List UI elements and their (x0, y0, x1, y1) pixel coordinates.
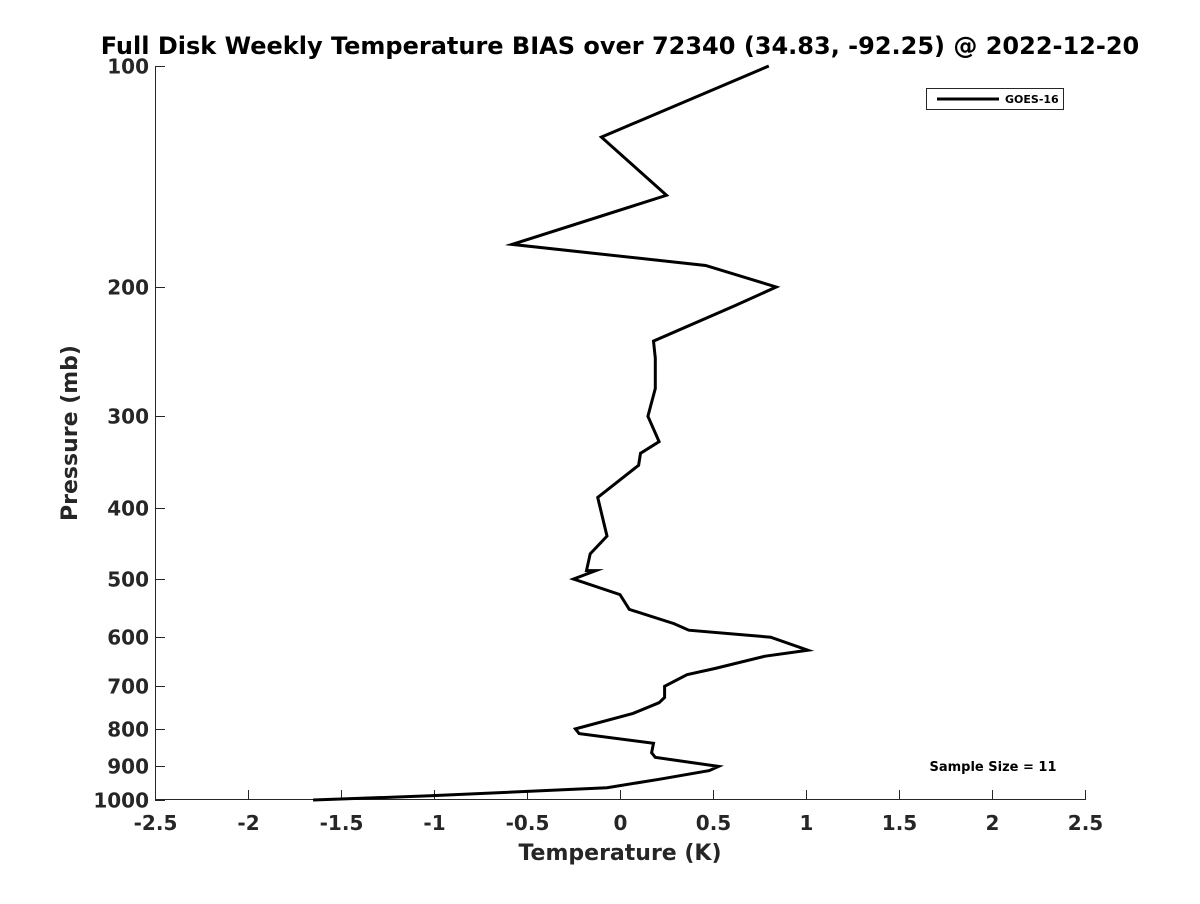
sample-size-annotation: Sample Size = 11 (929, 760, 1056, 775)
series-group (313, 64, 815, 802)
y-axis-label: Pressure (mb) (58, 345, 83, 521)
y-tick-label: 1000 (93, 789, 149, 813)
y-tick-label: 700 (107, 675, 149, 699)
y-tick-label: 100 (107, 55, 149, 79)
y-tick-label: 900 (107, 755, 149, 779)
legend-label-goes-16: GOES-16 (1005, 93, 1059, 106)
x-tick-label: 2 (986, 811, 1000, 835)
x-axis-label: Temperature (K) (518, 841, 721, 866)
y-ticks-group: 100 200 300 400 500 600 700 800 900 1000 (93, 55, 165, 813)
x-tick-label: -2.5 (134, 811, 178, 835)
x-ticks-group: -2.5 -2 -1.5 -1 -0.5 0 0.5 1 1.5 2 2.5 (134, 790, 1103, 835)
x-tick-label: -1.5 (320, 811, 364, 835)
x-tick-label: 0 (614, 811, 628, 835)
x-tick-label: 1 (800, 811, 814, 835)
x-tick-label: 1.5 (882, 811, 917, 835)
y-tick-label: 600 (107, 626, 149, 650)
x-tick-label: 2.5 (1068, 811, 1103, 835)
x-tick-label: -1 (423, 811, 445, 835)
y-tick-label: 500 (107, 568, 149, 592)
chart-title: Full Disk Weekly Temperature BIAS over 7… (101, 32, 1140, 60)
series-line-goes-16 (313, 64, 815, 802)
y-tick-label: 200 (107, 276, 149, 300)
y-tick-label: 800 (107, 718, 149, 742)
legend: GOES-16 (926, 88, 1064, 110)
x-tick-label: -0.5 (506, 811, 550, 835)
x-tick-label: -2 (237, 811, 259, 835)
y-tick-label: 400 (107, 497, 149, 521)
y-tick-label: 300 (107, 405, 149, 429)
x-tick-label: 0.5 (696, 811, 731, 835)
